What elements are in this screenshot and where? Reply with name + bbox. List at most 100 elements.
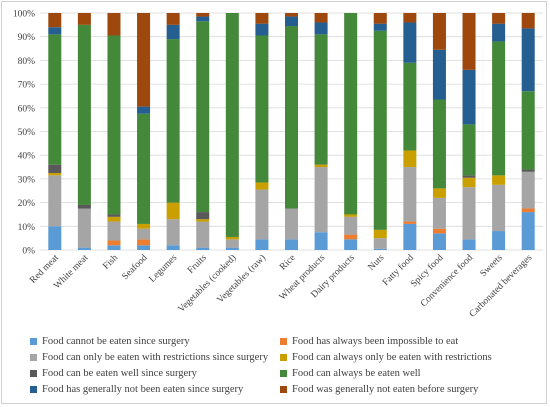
bar-segment — [432, 99, 446, 189]
bar-segment — [255, 239, 269, 250]
bar-segment — [225, 13, 239, 237]
y-tick-label: 90% — [18, 33, 36, 43]
bar-segment — [196, 13, 210, 17]
bar-segment — [492, 13, 506, 24]
bar-segment — [284, 13, 299, 17]
bar-segment — [166, 24, 180, 40]
bar-segment — [521, 91, 535, 170]
y-tick-label: 10% — [18, 223, 36, 233]
legend-label: Food was generally not eaten before surg… — [292, 384, 479, 395]
bar-segment — [432, 228, 446, 234]
x-tick-label: Nuts — [367, 253, 387, 273]
bar-segment — [403, 13, 417, 23]
bar-segment — [432, 49, 446, 100]
bar-segment — [225, 239, 239, 248]
bar-segment — [344, 216, 358, 235]
bar-segment — [492, 175, 506, 185]
legend-entry: Food can only be eaten with restrictions… — [30, 352, 280, 363]
legend-swatch — [280, 354, 287, 361]
y-tick-label: 30% — [18, 175, 36, 185]
bar-segment — [77, 247, 91, 250]
bar-segment — [373, 248, 387, 250]
x-tick-label: Rice — [278, 253, 297, 272]
bar-segment — [166, 13, 180, 25]
bar-segment — [462, 175, 476, 178]
bar-segment — [166, 219, 180, 246]
bar-segment — [225, 236, 239, 240]
y-tick-label: 20% — [18, 199, 36, 209]
bar-segment — [77, 208, 91, 248]
bar-segment — [432, 188, 446, 198]
bar-segment — [403, 150, 417, 168]
bar-segment — [107, 221, 121, 241]
bar-segment — [107, 214, 121, 217]
bar-segment — [344, 239, 358, 250]
bar-segment — [462, 69, 476, 125]
bar-segment — [48, 175, 62, 227]
bar-segment — [314, 164, 328, 168]
y-tick-label: 80% — [18, 57, 36, 67]
bar-segment — [196, 221, 210, 248]
x-tick-label: Legumes — [148, 253, 180, 285]
bar-segment — [137, 13, 151, 107]
bar-segment — [314, 22, 328, 35]
y-tick-label: 60% — [18, 104, 36, 114]
bar-segment — [255, 13, 269, 24]
legend-swatch — [280, 370, 287, 377]
bar-segment — [284, 16, 299, 27]
bar-segment — [462, 239, 476, 250]
legend-entry: Food can always only be eaten with restr… — [280, 352, 530, 363]
bar-segment — [403, 62, 417, 151]
bar-segment — [521, 13, 535, 29]
bar-segment — [373, 23, 387, 31]
legend-swatch — [280, 338, 287, 345]
x-tick-label: Fish — [101, 253, 120, 272]
bar-segment — [225, 247, 239, 250]
bar-segment — [48, 13, 62, 28]
chart-legend: Food cannot be eaten since surgery Food h… — [30, 336, 540, 395]
bar-segment — [521, 171, 535, 209]
bar-segment — [196, 212, 210, 220]
bar-segment — [373, 238, 387, 249]
bar-segment — [432, 197, 446, 229]
legend-swatch — [30, 338, 37, 345]
legend-label: Food can be eaten well since surgery — [42, 368, 197, 379]
bar-segment — [314, 34, 328, 165]
bar-segment — [462, 177, 476, 188]
x-tick-label: Seafood — [120, 252, 150, 282]
bar-segment — [107, 240, 121, 246]
legend-entry: Food has always been impossible to eat — [280, 336, 530, 347]
bar-segment — [314, 13, 328, 23]
bar-segment — [196, 219, 210, 222]
bar-segment — [284, 239, 299, 250]
bar-segment — [196, 247, 210, 250]
bar-segment — [432, 13, 446, 50]
bar-segment — [137, 239, 151, 246]
bar-segment — [137, 106, 151, 114]
legend-entry: Food can be eaten well since surgery — [30, 368, 280, 379]
legend-entry: Food has generally not been eaten since … — [30, 384, 280, 395]
bar-segment — [137, 228, 151, 240]
bar-segment — [492, 184, 506, 232]
bar-segment — [344, 234, 358, 240]
legend-label: Food has always been impossible to eat — [292, 336, 459, 347]
bar-segment — [137, 113, 151, 224]
bar-segment — [344, 13, 358, 215]
bar-segment — [314, 167, 328, 233]
bar-segment — [137, 245, 151, 250]
bar-segment — [196, 21, 210, 213]
bar-segment — [255, 23, 269, 36]
bar-segment — [492, 23, 506, 42]
bar-segment — [166, 245, 180, 250]
bar-segment — [314, 232, 328, 250]
bar-segment — [373, 13, 387, 24]
legend-entry: Food cannot be eaten since surgery — [30, 336, 280, 347]
bar-segment — [77, 204, 91, 209]
bar-segment — [462, 13, 476, 70]
x-tick-label: Fruits — [186, 253, 209, 276]
bar-segment — [403, 223, 417, 250]
legend-label: Food can always only be eaten with restr… — [292, 352, 492, 363]
y-tick-label: 70% — [18, 81, 36, 91]
bar-segment — [521, 208, 535, 213]
